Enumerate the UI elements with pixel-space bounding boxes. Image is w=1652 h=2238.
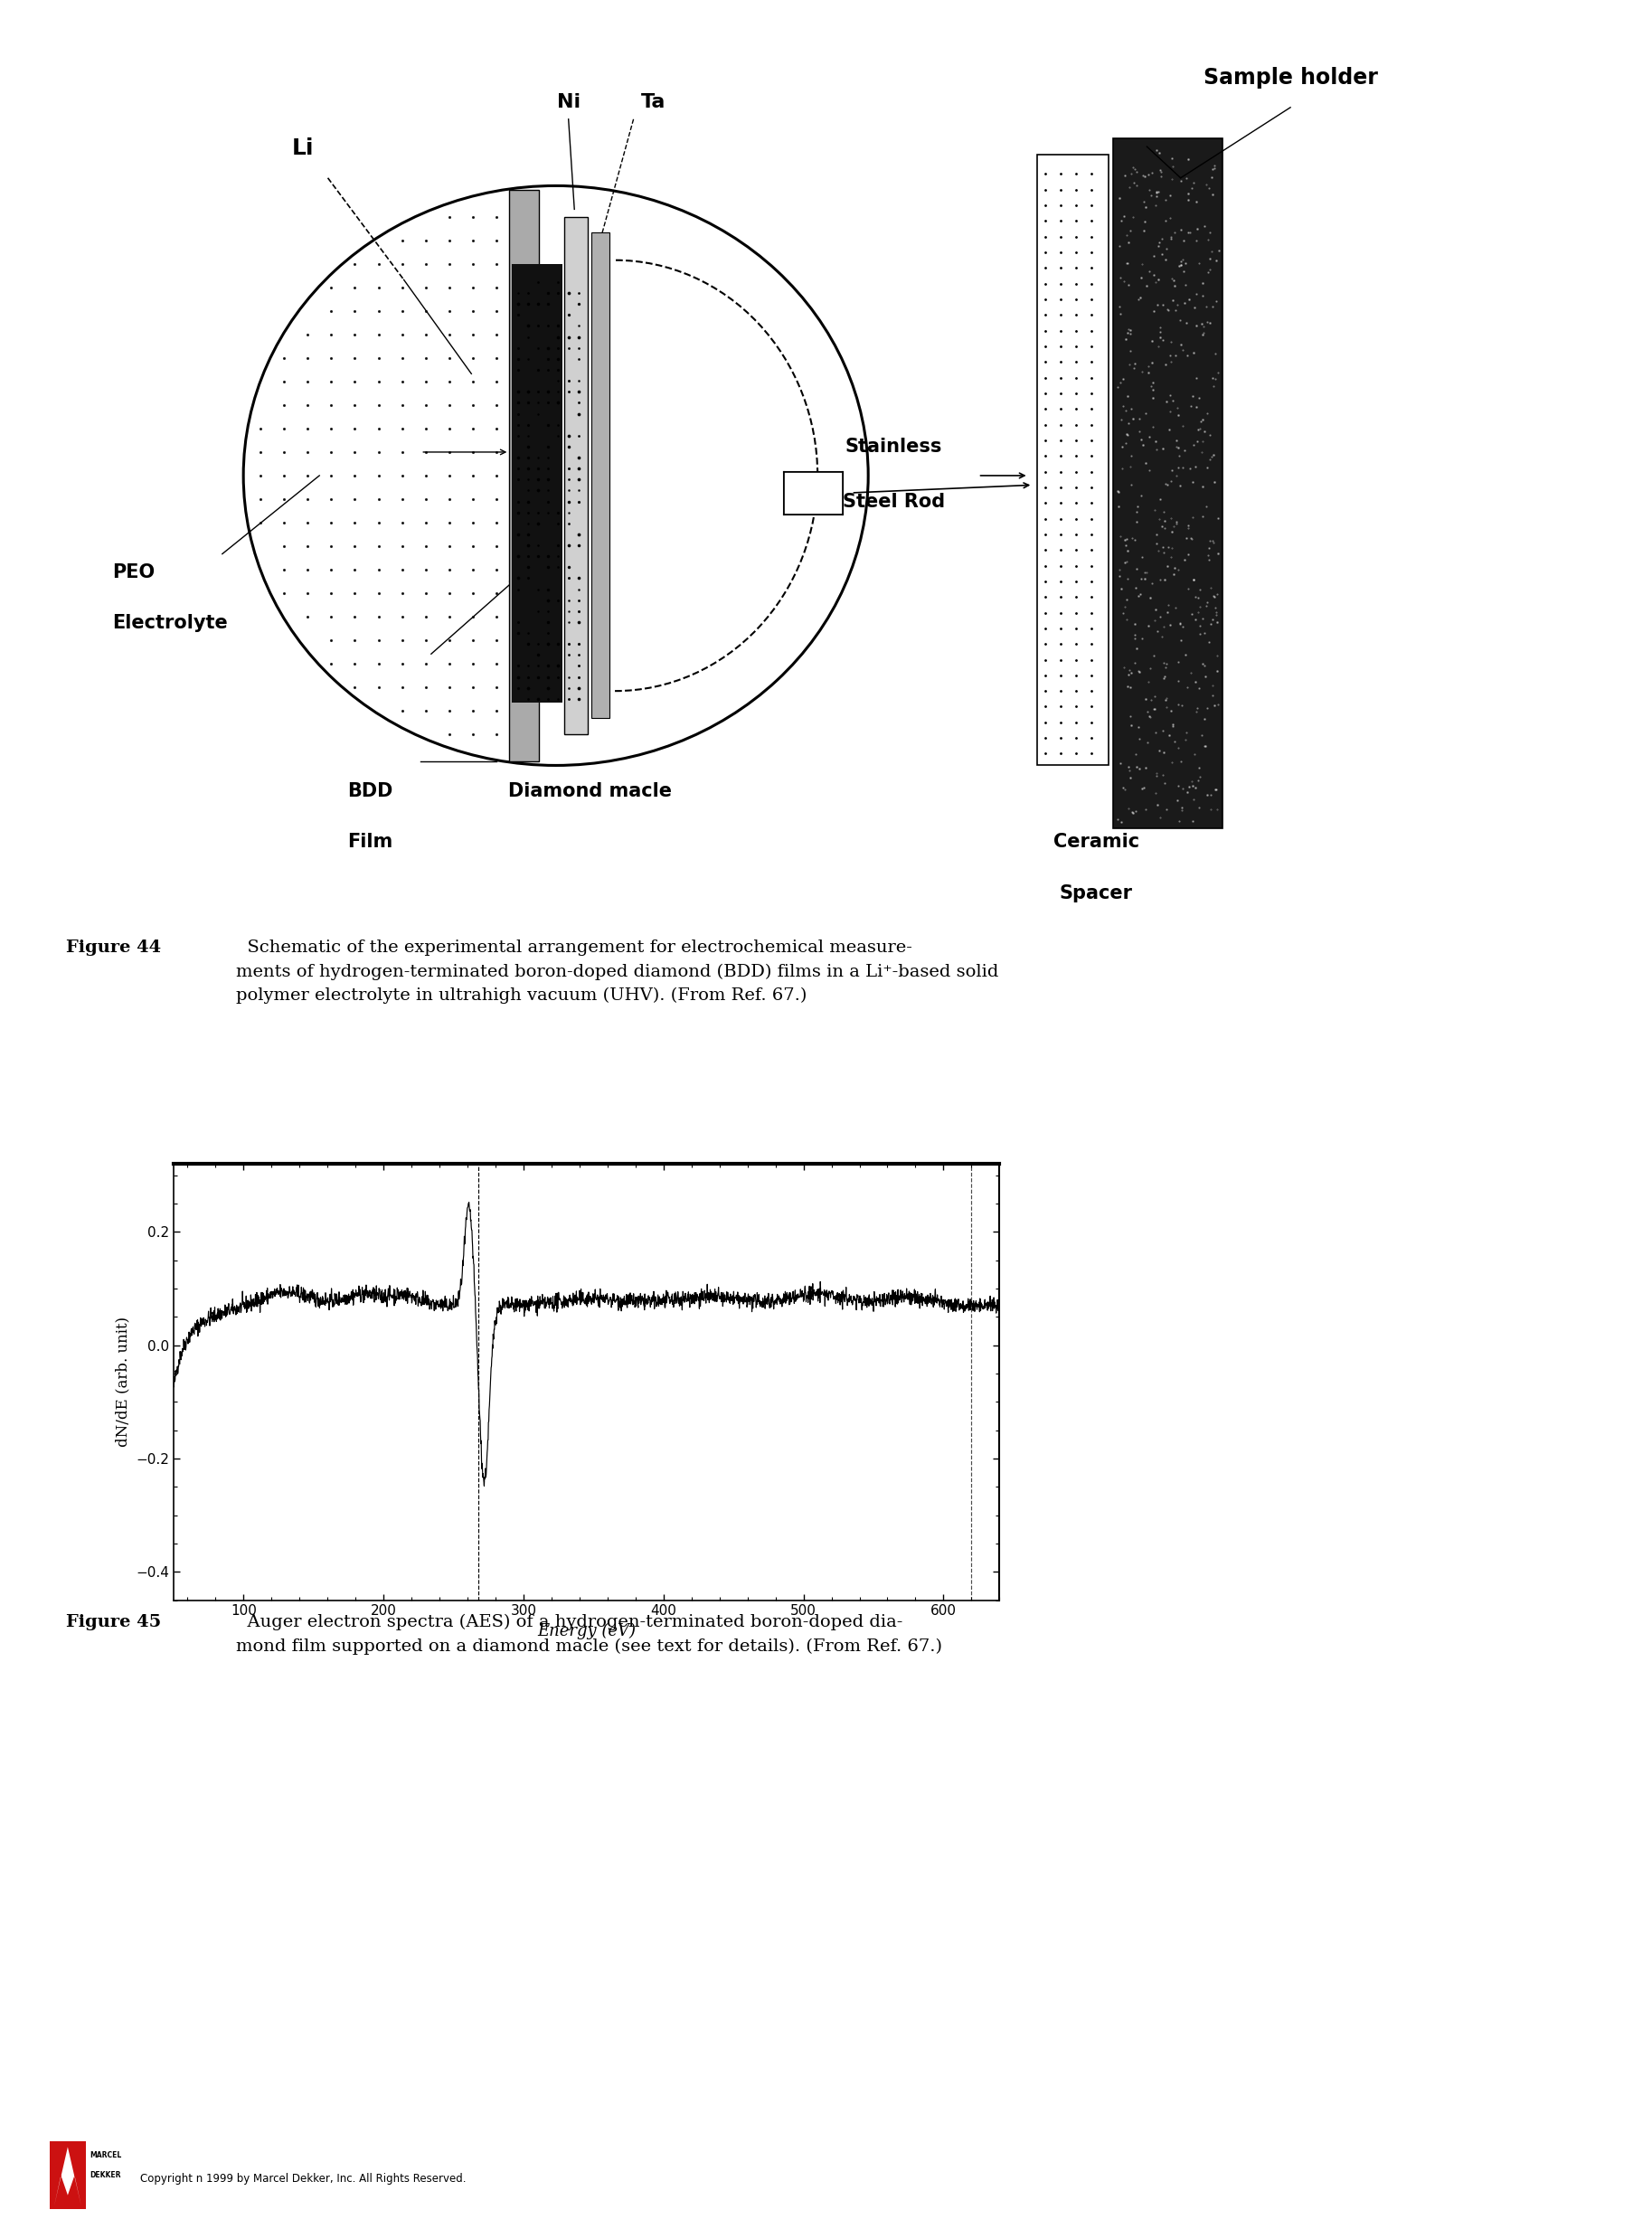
Bar [1037,154,1108,765]
Text: Film: Film [347,833,393,850]
Text: MARCEL: MARCEL [89,2151,121,2160]
X-axis label: Energy (eV): Energy (eV) [537,1623,636,1640]
Text: Ni: Ni [557,94,580,112]
Bar [1113,139,1222,828]
Text: Diamond macle: Diamond macle [507,783,671,801]
Text: Steel Rod: Steel Rod [843,492,945,510]
Text: Auger electron spectra (AES) of a hydrogen-terminated boron-doped dia-
mond film: Auger electron spectra (AES) of a hydrog… [236,1614,943,1654]
Bar [783,472,843,515]
Bar [565,217,588,734]
Text: Ceramic: Ceramic [1054,833,1140,850]
Text: PEO: PEO [112,564,155,582]
Text: Stainless: Stainless [846,439,942,457]
Text: DEKKER: DEKKER [89,2171,121,2180]
Text: Figure 45: Figure 45 [66,1614,162,1629]
Text: Electrolyte: Electrolyte [112,613,228,631]
Text: Ta: Ta [641,94,666,112]
Text: BDD: BDD [347,783,393,801]
Polygon shape [55,2146,81,2207]
Bar [50,2142,86,2209]
Text: Figure 44: Figure 44 [66,940,162,956]
Bar [509,190,539,761]
Text: Schematic of the experimental arrangement for electrochemical measure-
ments of : Schematic of the experimental arrangemen… [236,940,999,1005]
Y-axis label: dN/dE (arb. unit): dN/dE (arb. unit) [116,1316,131,1448]
Text: Li: Li [291,137,314,159]
Bar [512,264,563,703]
Bar [591,233,610,718]
Text: Spacer: Spacer [1059,884,1133,902]
Text: Copyright n 1999 by Marcel Dekker, Inc. All Rights Reserved.: Copyright n 1999 by Marcel Dekker, Inc. … [140,2173,466,2184]
Text: Sample holder: Sample holder [1203,67,1378,90]
